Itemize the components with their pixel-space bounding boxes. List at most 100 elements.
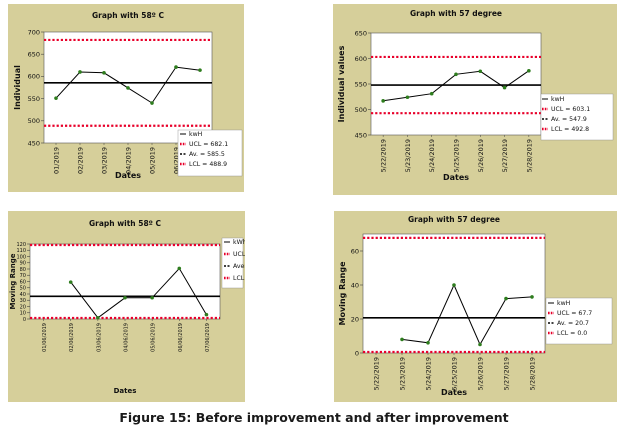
legend-label: Average = 36.3 — [233, 263, 245, 270]
plot-area — [370, 32, 542, 136]
chart-panel-individual-57: Graph with 57 degree 450 500 550 600 650 Indiv… — [333, 4, 617, 195]
legend-label: LCL = 0.0 — [233, 275, 245, 282]
data-point — [78, 70, 82, 74]
chart-panel-moving-range-58: Graph with 58º C 0 10 20 30 40 50 60 70 80 90 100 11… — [8, 211, 245, 402]
y-tick-label: 650 — [28, 50, 40, 58]
y-tick-label: 30 — [20, 298, 26, 304]
x-tick-label: 01/06/2019 — [42, 323, 48, 352]
legend-label: Av. = 585.5 — [189, 151, 225, 158]
y-tick-label: 600 — [355, 55, 367, 63]
y-tick-label: 20 — [351, 315, 359, 323]
data-point — [426, 341, 430, 345]
legend-box — [221, 237, 244, 289]
y-axis-label: Moving Range — [338, 261, 347, 326]
x-tick-label: 04/2019 — [125, 147, 133, 174]
chart-svg: Graph with 58º C 450 500 550 600 650 700 Indivi… — [13, 11, 243, 180]
legend-label: LCL = 488.9 — [189, 161, 227, 168]
x-tick-label: 5/28/2019 — [525, 139, 533, 172]
chart-title: Graph with 57 degree — [410, 9, 502, 18]
y-tick-label: 650 — [355, 29, 367, 37]
data-point — [452, 283, 456, 287]
y-tick-label: 700 — [28, 28, 40, 36]
data-point — [454, 72, 458, 77]
legend-box — [545, 297, 613, 345]
data-point — [502, 85, 507, 90]
legend-label: Av. = 20.7 — [557, 320, 589, 327]
y-tick-label: 80 — [20, 267, 26, 273]
chart-svg: Graph with 57 degree 0 20 40 60 Moving Range 5… — [338, 215, 613, 397]
chart-title: Graph with 57 degree — [408, 215, 500, 224]
x-axis-label: Dates — [114, 387, 137, 395]
data-series-line — [70, 267, 207, 319]
legend-label: kWh — [233, 239, 245, 246]
legend-label: kwH — [551, 96, 565, 103]
x-tick-label: 5/24/2019 — [425, 357, 433, 390]
data-point — [478, 69, 483, 74]
y-tick-label: 600 — [28, 73, 40, 81]
y-axis-label: Moving Range — [9, 253, 17, 309]
plot-area — [29, 243, 221, 320]
chart-svg: Graph with 57 degree 450 500 550 600 650 Indiv… — [337, 9, 614, 182]
legend-label: kwH — [189, 131, 203, 138]
y-tick-label: 120 — [16, 242, 26, 248]
y-tick-label: 500 — [355, 106, 367, 114]
x-tick-label: 05/06/2019 — [151, 323, 157, 352]
data-point — [478, 342, 482, 347]
x-tick-label: 02/06/2019 — [69, 323, 75, 352]
y-tick-label: 60 — [20, 279, 26, 285]
data-point — [96, 315, 100, 320]
legend-label: LCL = 0.0 — [557, 330, 587, 337]
x-tick-label: 06/06/2019 — [178, 323, 184, 352]
data-point — [530, 295, 534, 299]
plot-area — [362, 233, 546, 354]
x-tick-label: 5/23/2019 — [399, 357, 407, 390]
chart-panel-moving-range-57: Graph with 57 degree 0 20 40 60 Moving Range 5… — [334, 211, 617, 402]
y-tick-label: 450 — [355, 131, 367, 139]
legend-label: Av. = 547.9 — [551, 116, 587, 123]
chart-svg: Graph with 58º C 010203040506070809010011… — [9, 219, 245, 395]
data-point — [198, 68, 202, 72]
y-tick-label: 0 — [23, 317, 26, 323]
x-axis-label: Dates — [443, 173, 469, 182]
y-tick-label: 10 — [20, 311, 26, 317]
y-tick-label: 450 — [28, 139, 40, 147]
data-point — [504, 296, 508, 301]
legend-label: UCL = 118.7 — [233, 251, 245, 258]
y-axis-label: Individual — [13, 65, 22, 110]
x-tick-label: 03/06/2019 — [96, 323, 102, 352]
y-tick-label: 40 — [20, 292, 26, 298]
data-point — [54, 96, 58, 100]
data-point — [68, 280, 73, 284]
chart-title: Graph with 58º C — [89, 219, 162, 228]
data-point — [204, 312, 209, 317]
x-tick-label: 06/2019 — [173, 147, 181, 174]
x-tick-label: 5/23/2019 — [404, 139, 412, 172]
legend-label: UCL = 682.1 — [189, 141, 228, 148]
data-point — [174, 65, 178, 69]
data-point — [102, 71, 106, 75]
y-tick-label: 550 — [355, 80, 367, 88]
x-tick-label: 5/25/2019 — [451, 357, 459, 390]
x-tick-label: 04/06/2019 — [124, 323, 130, 352]
x-tick-label: 01/2019 — [53, 147, 61, 174]
data-point — [123, 295, 127, 300]
y-tick-label: 20 — [20, 304, 26, 310]
y-tick-label: 100 — [16, 254, 26, 260]
x-tick-label: 5/26/2019 — [477, 139, 485, 172]
x-tick-label: 03/2019 — [101, 147, 109, 174]
data-point — [150, 101, 154, 105]
legend-label: LCL = 492.8 — [551, 126, 589, 133]
y-tick-label: 60 — [351, 247, 359, 255]
y-tick-label: 40 — [351, 281, 359, 289]
legend-label: UCL = 603.1 — [551, 106, 590, 113]
x-tick-label: 5/27/2019 — [501, 139, 509, 172]
legend-box — [177, 129, 243, 177]
chart-title: Graph with 58º C — [92, 11, 165, 20]
data-point — [429, 91, 434, 96]
x-tick-label: 05/2019 — [149, 147, 157, 174]
y-tick-label: 500 — [28, 117, 40, 125]
y-tick-label: 0 — [355, 349, 359, 357]
x-tick-label: 5/22/2019 — [373, 357, 381, 390]
x-tick-label: 02/2019 — [77, 147, 85, 174]
data-point — [126, 86, 130, 90]
